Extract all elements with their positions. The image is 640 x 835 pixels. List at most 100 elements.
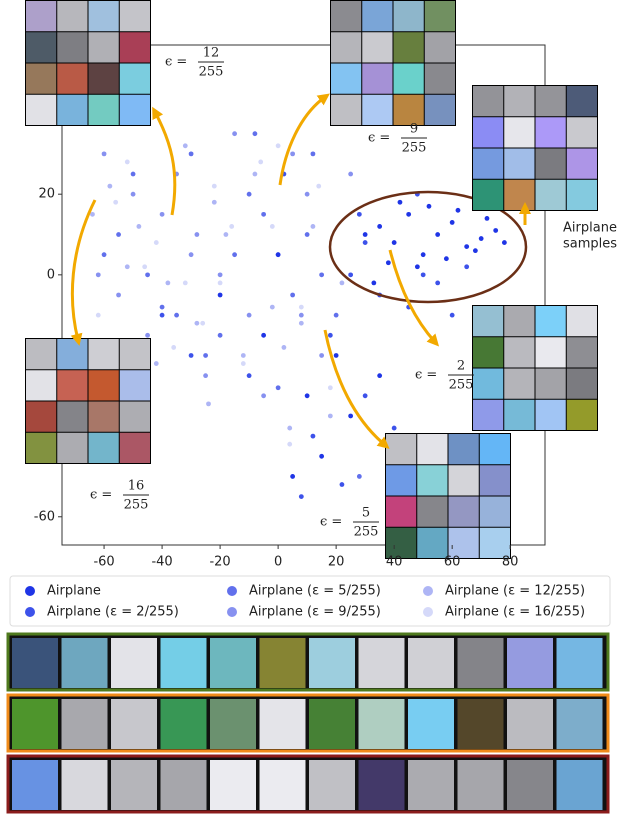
point	[348, 272, 354, 278]
point	[124, 264, 130, 270]
thumbnail	[473, 117, 504, 148]
point	[319, 353, 325, 358]
thumbnail	[479, 465, 510, 496]
point	[501, 240, 507, 245]
point	[211, 183, 217, 189]
thumbnail	[57, 339, 88, 370]
point	[478, 236, 484, 241]
thumbnail	[424, 63, 455, 94]
point	[217, 280, 223, 286]
x-tick-label: 60	[444, 555, 461, 570]
annotation: 5	[362, 506, 370, 521]
thumbnail	[160, 638, 207, 688]
thumbnail	[535, 368, 566, 399]
point	[240, 361, 246, 366]
annotation: 255	[124, 498, 149, 513]
point	[414, 264, 420, 270]
legend-label: Airplane (ε = 16/255)	[445, 605, 585, 620]
point	[287, 425, 293, 431]
point	[333, 353, 339, 358]
point	[261, 332, 267, 338]
annotation: 255	[402, 141, 427, 156]
annotation: 255	[354, 525, 379, 540]
thumbnail	[26, 401, 57, 432]
point	[406, 211, 412, 217]
thumbnail	[358, 760, 405, 810]
point	[316, 183, 322, 189]
thumbnail	[386, 496, 417, 527]
point	[232, 131, 238, 137]
point	[348, 171, 354, 177]
thumbnail	[88, 32, 119, 63]
thumbnail	[566, 337, 597, 368]
thumbnail	[12, 760, 58, 810]
point	[339, 482, 345, 487]
thumbnail	[566, 148, 597, 179]
point	[145, 332, 150, 338]
thumbnail	[61, 699, 108, 749]
samples-label: Airplane	[563, 221, 617, 236]
point	[153, 240, 159, 245]
x-tick-label: -60	[93, 555, 114, 570]
thumbnail	[504, 399, 535, 430]
point	[232, 252, 238, 258]
point	[217, 332, 223, 338]
point	[171, 345, 177, 350]
point	[95, 312, 101, 318]
thumbnail	[210, 699, 256, 749]
point	[223, 232, 229, 237]
point	[472, 248, 478, 254]
thumbnail	[386, 465, 417, 496]
thumbnail	[259, 760, 306, 810]
thumbnail	[473, 337, 504, 368]
point	[443, 256, 449, 262]
point	[420, 252, 426, 258]
thumbnails	[25, 0, 598, 559]
thumbnail	[119, 1, 150, 32]
thumbnail	[479, 527, 510, 558]
thumbnail	[111, 760, 157, 810]
thumbnail	[457, 760, 504, 810]
point	[464, 244, 470, 250]
thumbnail	[473, 399, 504, 430]
point	[130, 191, 136, 197]
thumbnail	[556, 638, 603, 688]
x-tick-label: 80	[502, 555, 519, 570]
annotation: 2	[457, 359, 465, 374]
samples-label: samples	[563, 237, 617, 252]
point	[229, 224, 235, 229]
point	[391, 240, 397, 245]
point	[435, 280, 441, 286]
thumbnail	[535, 86, 566, 117]
point	[124, 159, 130, 165]
thumbnail	[473, 148, 504, 179]
thumbnail	[57, 94, 88, 125]
point	[145, 272, 150, 278]
thumbnail	[535, 399, 566, 430]
point	[217, 292, 223, 298]
point	[188, 151, 194, 157]
thumbnail	[535, 337, 566, 368]
point	[493, 228, 499, 233]
thumbnail	[259, 638, 306, 688]
thumbnail	[57, 401, 88, 432]
annotation: 255	[199, 65, 224, 80]
thumbnail	[111, 699, 157, 749]
annotation: ϵ =	[415, 368, 437, 383]
point	[290, 151, 296, 157]
thumbnail	[119, 32, 150, 63]
thumbnail	[88, 63, 119, 94]
plot-frame	[61, 44, 546, 546]
thumbnail	[417, 496, 448, 527]
thumbnail	[566, 86, 597, 117]
thumbnail	[457, 699, 504, 749]
thumbnail	[386, 527, 417, 558]
thumbnail	[424, 1, 455, 32]
thumbnail	[457, 638, 504, 688]
thumbnail	[358, 699, 405, 749]
point	[194, 320, 200, 326]
thumbnail	[26, 432, 57, 463]
point	[188, 353, 194, 358]
thumbnail	[535, 179, 566, 210]
